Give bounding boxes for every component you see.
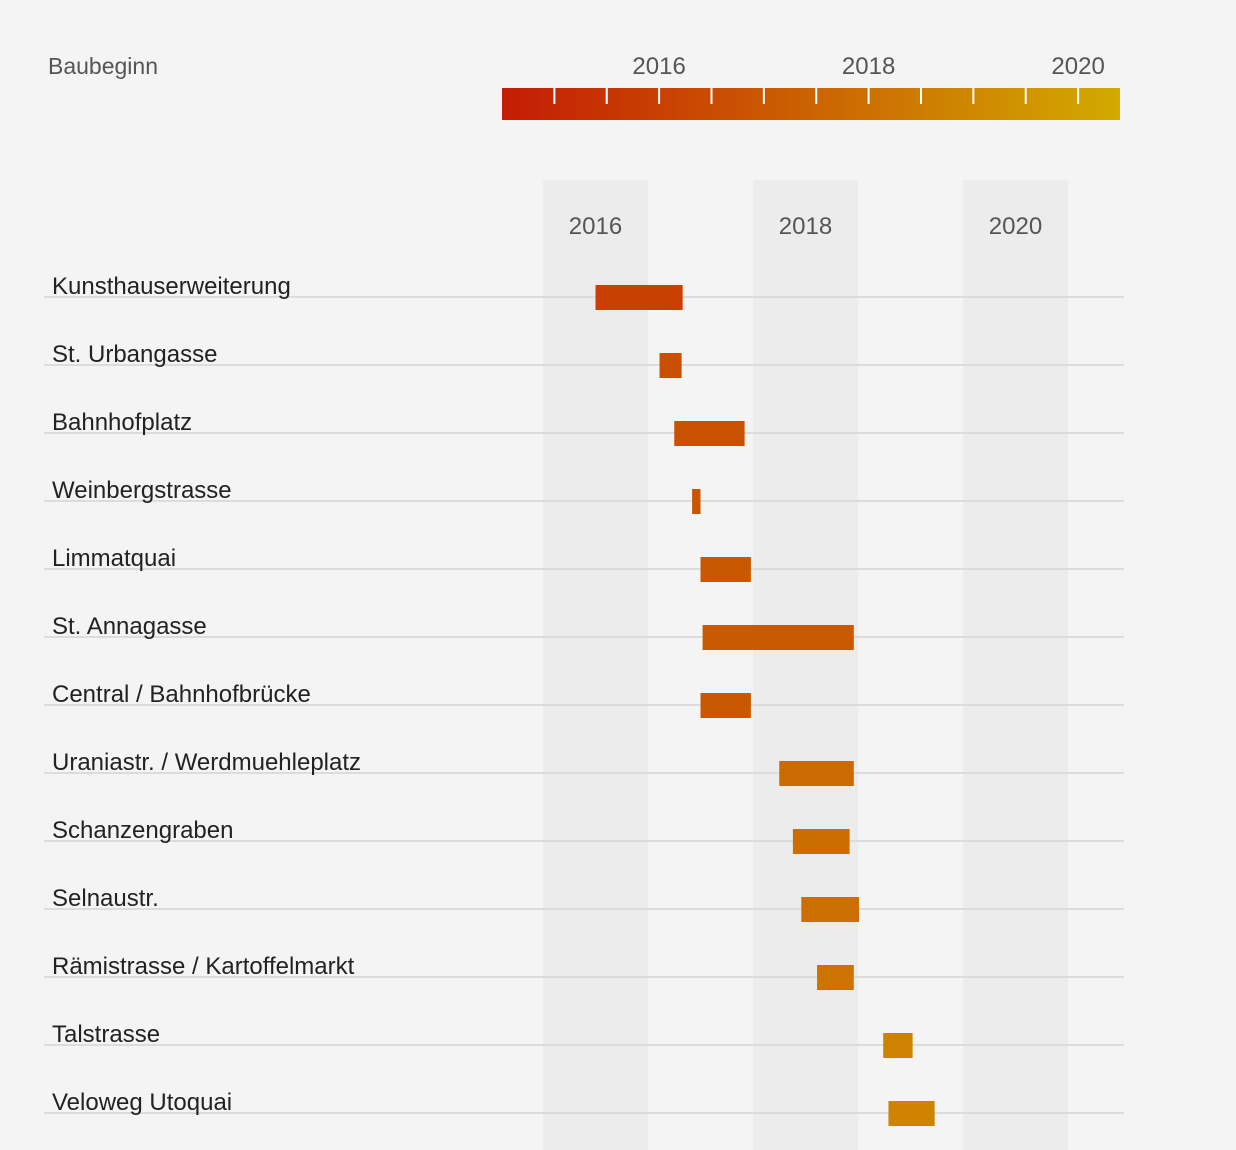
gantt-bar xyxy=(595,285,683,310)
legend-tick-label: 2020 xyxy=(1051,53,1104,80)
gantt-bar xyxy=(779,761,854,786)
legend-tick-label: 2018 xyxy=(842,53,895,80)
row-label: Limmatquai xyxy=(52,545,176,572)
gantt-bar xyxy=(674,421,745,446)
row-label: Veloweg Utoquai xyxy=(52,1089,232,1116)
year-shading xyxy=(543,180,1068,1150)
gantt-bar xyxy=(700,693,751,718)
year-band xyxy=(963,180,1068,1150)
x-tick-label: 2020 xyxy=(989,213,1042,240)
gantt-bar xyxy=(801,897,860,922)
row-label: Selnaustr. xyxy=(52,885,159,912)
gantt-bar xyxy=(659,353,682,378)
gantt-bar xyxy=(888,1101,935,1126)
gantt-row: St. Urbangasse xyxy=(44,341,1124,378)
row-label: St. Annagasse xyxy=(52,613,207,640)
legend-title: Baubeginn xyxy=(48,53,158,79)
row-label: Talstrasse xyxy=(52,1021,160,1048)
year-band xyxy=(543,180,648,1150)
gantt-row: Veloweg Utoquai xyxy=(44,1089,1124,1126)
row-label: Schanzengraben xyxy=(52,817,233,844)
row-label: Kunsthauserweiterung xyxy=(52,273,291,300)
row-label: Central / Bahnhofbrücke xyxy=(52,681,311,708)
gantt-row: Bahnhofplatz xyxy=(44,409,1124,446)
gantt-row: Limmatquai xyxy=(44,545,1124,582)
gantt-rows: Kunsthauserweiterung St. Urbangasse Bahnho… xyxy=(44,273,1124,1126)
x-axis-labels: 2016 2018 2020 xyxy=(569,213,1042,240)
x-tick-label: 2018 xyxy=(779,213,832,240)
gantt-row: Kunsthauserweiterung xyxy=(44,273,1124,310)
gantt-row: Uraniastr. / Werdmuehleplatz xyxy=(44,749,1124,786)
gantt-row: St. Annagasse xyxy=(44,613,1124,650)
gantt-row: Rämistrasse / Kartoffelmarkt xyxy=(44,953,1124,990)
gantt-bar xyxy=(792,829,850,854)
row-label: St. Urbangasse xyxy=(52,341,217,368)
row-label: Bahnhofplatz xyxy=(52,409,192,436)
row-label: Uraniastr. / Werdmuehleplatz xyxy=(52,749,361,776)
gantt-row: Talstrasse xyxy=(44,1021,1124,1058)
gantt-row: Selnaustr. xyxy=(44,885,1124,922)
x-tick-label: 2016 xyxy=(569,213,622,240)
gantt-bar xyxy=(883,1033,913,1058)
legend-tick-label: 2016 xyxy=(632,53,685,80)
gantt-bar xyxy=(692,489,701,514)
gantt-row: Weinbergstrasse xyxy=(44,477,1124,514)
row-label: Rämistrasse / Kartoffelmarkt xyxy=(52,953,355,980)
row-label: Weinbergstrasse xyxy=(52,477,232,504)
year-band xyxy=(753,180,858,1150)
legend-color-bar xyxy=(502,88,1120,120)
gantt-bar xyxy=(700,557,751,582)
color-legend: Baubeginn 2016 2018 2020 xyxy=(48,53,1120,120)
gantt-row: Central / Bahnhofbrücke xyxy=(44,681,1124,718)
gantt-row: Schanzengraben xyxy=(44,817,1124,854)
gantt-bar xyxy=(702,625,854,650)
gantt-bar xyxy=(817,965,854,990)
